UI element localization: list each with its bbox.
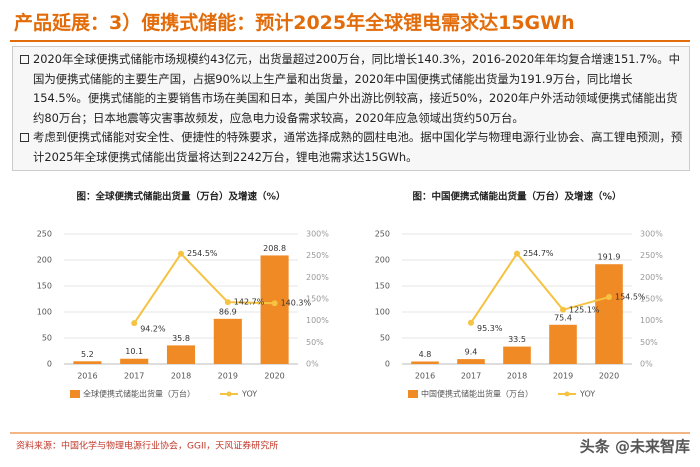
source: 资料来源：中国化学与物理电源行业协会，GGII，天风证券研究所 [16, 440, 278, 452]
y2-tick-label: 200% [306, 273, 329, 282]
x-tick-label: 2016 [415, 372, 435, 381]
value-label: 86.9 [219, 307, 237, 316]
x-tick-label: 2018 [171, 372, 191, 381]
y-tick-label: 100 [375, 308, 390, 317]
value-label: 208.8 [263, 244, 286, 253]
y-tick-label: 250 [375, 230, 390, 239]
line-marker [560, 306, 566, 313]
y2-tick-label: 100% [306, 316, 329, 325]
x-tick-label: 2016 [77, 372, 97, 381]
watermark: 头条 @未来智库 [580, 438, 690, 456]
legend-label: 中国便携式储能出货量（万台） [421, 389, 533, 399]
line-marker [178, 250, 184, 257]
y-tick-label: 150 [375, 282, 390, 291]
y2-tick-label: 250% [306, 251, 329, 260]
bar [166, 345, 196, 364]
bar [411, 361, 439, 364]
line-marker [271, 300, 278, 307]
value-label: 95.3% [477, 324, 503, 333]
legend-swatch [564, 391, 570, 397]
value-label: 4.8 [419, 350, 432, 359]
bar [120, 358, 149, 364]
bullet: 2020年全球便携式储能市场规模约43亿元，出货量超过200万台，同比增长140… [19, 50, 683, 128]
value-label: 9.4 [465, 348, 478, 357]
x-tick-label: 2018 [507, 372, 527, 381]
line [470, 251, 610, 324]
legend-label: YOY [579, 390, 595, 399]
y-tick-label: 250 [37, 230, 52, 239]
value-label: 94.2% [140, 325, 166, 334]
y2-tick-label: 200% [640, 273, 663, 282]
y2-tick-label: 250% [640, 251, 663, 260]
y2-tick-label: 0% [306, 360, 319, 369]
line-marker [224, 299, 231, 306]
y-tick-label: 200 [375, 256, 390, 265]
bullet-box: 2020年全球便携式储能市场规模约43亿元，出货量超过200万台，同比增长140… [12, 46, 690, 171]
y2-tick-label: 50% [306, 338, 324, 347]
value-label: 5.2 [81, 350, 94, 359]
line-marker [514, 250, 520, 257]
y-tick-label: 0 [47, 360, 52, 369]
y2-tick-label: 300% [640, 230, 663, 239]
value-label: 154.5% [615, 293, 646, 302]
value-label: 191.9 [598, 253, 621, 262]
value-label: 254.7% [523, 249, 554, 258]
chart-title: 图：全球便携式储能出货量（万台）及增速（%） [76, 191, 285, 203]
bar [73, 361, 102, 364]
bar [260, 255, 289, 364]
legend-swatch [408, 390, 418, 398]
line-marker [131, 320, 138, 327]
slide-title: 产品延展：3）便携式储能：预计2025年全球锂电需求达15GWh [14, 12, 575, 34]
y-tick-label: 50 [380, 334, 390, 343]
value-label: 10.1 [125, 347, 143, 356]
y2-tick-label: 50% [640, 338, 658, 347]
y-tick-label: 0 [385, 360, 390, 369]
bar [503, 346, 531, 364]
legend-swatch [226, 391, 232, 397]
value-label: 33.5 [508, 335, 526, 344]
line-marker [468, 319, 474, 326]
title-rule [10, 40, 690, 42]
legend-label: 全球便携式储能出货量（万台） [83, 389, 195, 399]
chart-title: 图：中国便携式储能出货量（万台）及增速（%） [412, 191, 621, 203]
value-label: 140.3% [281, 299, 312, 308]
value-label: 35.8 [172, 334, 190, 343]
x-tick-label: 2020 [264, 372, 284, 381]
value-label: 142.7% [234, 298, 265, 307]
x-tick-label: 2017 [461, 372, 481, 381]
x-tick-label: 2019 [218, 372, 238, 381]
y2-tick-label: 150% [306, 295, 329, 304]
value-label: 75.4 [554, 313, 572, 322]
bar [595, 264, 623, 364]
value-label: 125.1% [569, 305, 600, 314]
line-marker [606, 294, 612, 301]
bar [213, 318, 242, 364]
value-label: 254.5% [187, 249, 218, 258]
y-tick-label: 200 [37, 256, 52, 265]
x-tick-label: 2020 [599, 372, 619, 381]
x-tick-label: 2019 [553, 372, 573, 381]
x-tick-label: 2017 [124, 372, 144, 381]
y2-tick-label: 0% [640, 360, 653, 369]
y-tick-label: 100 [37, 308, 52, 317]
y-tick-label: 50 [42, 334, 52, 343]
y2-tick-label: 100% [640, 316, 663, 325]
legend-swatch [70, 390, 80, 398]
line [133, 252, 275, 324]
bullet: 考虑到便携式储能对安全性、便捷性的特殊要求，通常选择成熟的圆柱电池。据中国化学与… [19, 128, 683, 167]
y2-tick-label: 300% [306, 230, 329, 239]
legend-label: YOY [241, 390, 257, 399]
y2-tick-label: 150% [640, 295, 663, 304]
bar [457, 359, 485, 364]
y-tick-label: 150 [37, 282, 52, 291]
bar [549, 324, 577, 364]
